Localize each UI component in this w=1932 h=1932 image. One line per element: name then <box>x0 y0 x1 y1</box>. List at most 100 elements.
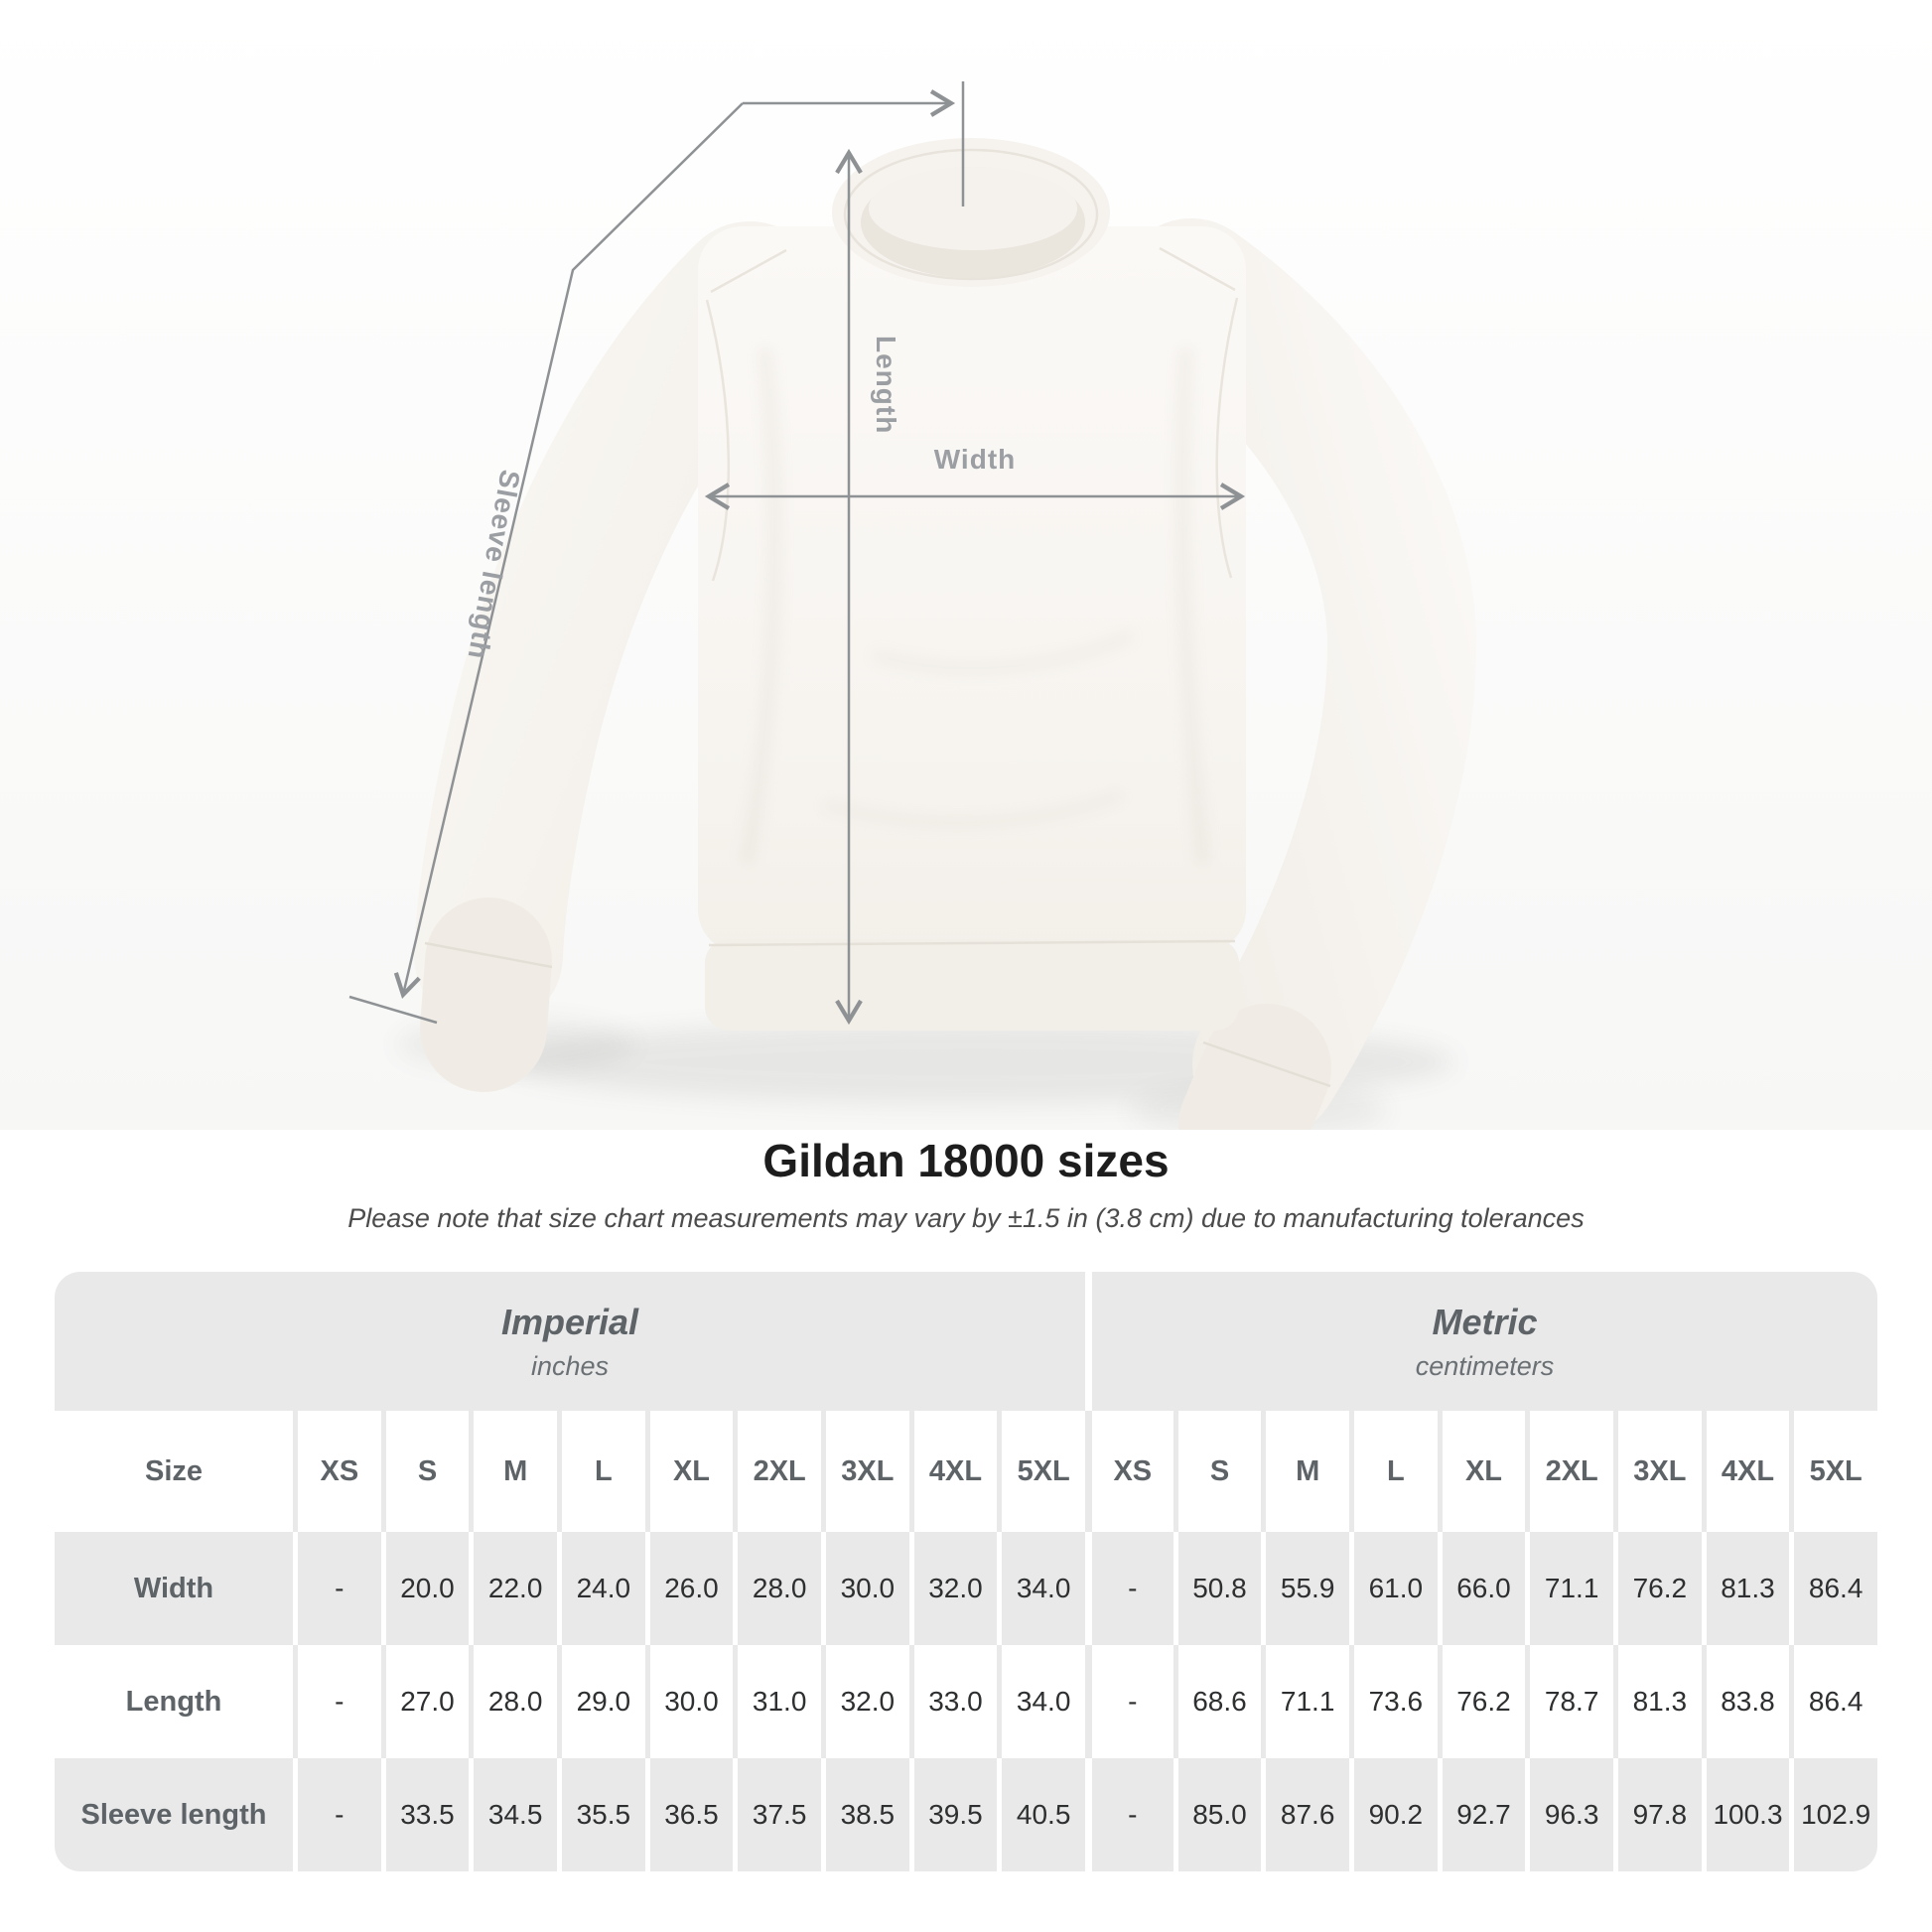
table-cell-metric: 83.8 <box>1701 1645 1790 1758</box>
table-cell-metric: 87.6 <box>1261 1758 1349 1871</box>
table-cell-metric: 81.3 <box>1701 1532 1790 1645</box>
left-sleeve <box>414 221 824 1030</box>
table-row-width: Width -20.0 22.0 24.0 26.0 28.0 30.0 32.0 34.0-5… <box>55 1532 1877 1645</box>
table-cell-imperial: 35.5 <box>556 1758 645 1871</box>
length-label: Length <box>871 336 901 434</box>
column-header-metric-xs: XS <box>1084 1411 1173 1532</box>
table-cell-imperial: 34.0 <box>997 1645 1085 1758</box>
right-cuff <box>1178 1004 1331 1130</box>
table-cell-imperial: 32.0 <box>908 1532 998 1645</box>
column-header-metric-4xl: 4XL <box>1701 1411 1790 1532</box>
width-label: Width <box>934 444 1017 475</box>
table-cell-imperial: 34.0 <box>997 1532 1085 1645</box>
table-cell-metric: 71.1 <box>1261 1645 1349 1758</box>
table-cell-metric: 61.0 <box>1348 1532 1438 1645</box>
table-cell-imperial: 40.5 <box>997 1758 1085 1871</box>
unit-group-label: Imperial <box>500 1301 639 1342</box>
table-cell-metric: 73.6 <box>1348 1645 1438 1758</box>
hem-band <box>705 939 1239 1031</box>
table-cell-imperial: 33.5 <box>380 1758 470 1871</box>
sweatshirt-diagram: Length Width Sleeve length <box>0 0 1932 1130</box>
right-cuff-seam <box>1202 1040 1331 1088</box>
unit-band-row: Imperial inches Metric centimeters <box>55 1272 1877 1411</box>
size-header-row: Size XS S M L XL 2XL 3XL 4XL 5XL XS S M L XL 2XL 3XL 4XL 5… <box>55 1411 1877 1532</box>
table-cell-metric: 50.8 <box>1173 1532 1262 1645</box>
row-label: Width <box>133 1572 214 1604</box>
table-cell-imperial: 38.5 <box>820 1758 909 1871</box>
table-cell-metric: 90.2 <box>1348 1758 1438 1871</box>
column-header-imperial-2xl: 2XL <box>733 1411 821 1532</box>
column-header-imperial-xs: XS <box>293 1411 381 1532</box>
column-header-metric-m: M <box>1261 1411 1349 1532</box>
table-cell-metric: 71.1 <box>1525 1532 1613 1645</box>
column-header-imperial-xl: XL <box>644 1411 734 1532</box>
table-cell-metric: 97.8 <box>1612 1758 1702 1871</box>
table-cell-imperial: 36.5 <box>644 1758 734 1871</box>
table-cell-metric: 86.4 <box>1789 1645 1877 1758</box>
table-cell-imperial: 28.0 <box>733 1532 821 1645</box>
sleeve-end-tick <box>348 995 438 1025</box>
seam-lines <box>705 246 1239 582</box>
column-header-metric-2xl: 2XL <box>1525 1411 1613 1532</box>
table-cell-metric: 78.7 <box>1525 1645 1613 1758</box>
table-cell-metric: - <box>1084 1758 1173 1871</box>
table-cell-imperial: 37.5 <box>733 1758 821 1871</box>
column-header-metric-l: L <box>1348 1411 1438 1532</box>
unit-group-label: Metric <box>1432 1301 1538 1342</box>
column-header-imperial-m: M <box>469 1411 557 1532</box>
row-label: Sleeve length <box>80 1798 267 1831</box>
table-cell-metric: 76.2 <box>1437 1645 1526 1758</box>
collar <box>832 138 1110 287</box>
table-cell-imperial: 39.5 <box>908 1758 998 1871</box>
table-cell-metric: 68.6 <box>1173 1645 1262 1758</box>
size-table: Imperial inches Metric centimeters Size XS S M L… <box>55 1272 1877 1871</box>
column-header-metric-xl: XL <box>1437 1411 1526 1532</box>
right-sleeve <box>1117 218 1477 1130</box>
sweatshirt-illustration: Length Width Sleeve length <box>0 0 1932 1130</box>
table-row-length: Length -27.0 28.0 29.0 30.0 31.0 32.0 33.0 34.0-… <box>55 1645 1877 1758</box>
table-cell-metric: 86.4 <box>1789 1532 1877 1645</box>
table-cell-metric: 92.7 <box>1437 1758 1526 1871</box>
column-header-metric-s: S <box>1173 1411 1262 1532</box>
table-cell-metric: - <box>1084 1645 1173 1758</box>
table-cell-metric: 66.0 <box>1437 1532 1526 1645</box>
table-cell-imperial: - <box>293 1645 381 1758</box>
unit-group-sublabel: centimeters <box>1415 1350 1555 1381</box>
table-cell-imperial: 30.0 <box>644 1645 734 1758</box>
table-cell-imperial: 26.0 <box>644 1532 734 1645</box>
column-header-metric-5xl: 5XL <box>1789 1411 1877 1532</box>
sweatshirt-graphic <box>414 138 1477 1130</box>
table-cell-imperial: 29.0 <box>556 1645 645 1758</box>
table-cell-imperial: 27.0 <box>380 1645 470 1758</box>
table-cell-imperial: 33.0 <box>908 1645 998 1758</box>
table-cell-imperial: 22.0 <box>469 1532 557 1645</box>
size-corner-header: Size <box>144 1454 204 1487</box>
table-cell-metric: - <box>1084 1532 1173 1645</box>
table-cell-metric: 81.3 <box>1612 1645 1702 1758</box>
column-header-imperial-4xl: 4XL <box>908 1411 998 1532</box>
column-header-imperial-5xl: 5XL <box>997 1411 1085 1532</box>
table-cell-metric: 96.3 <box>1525 1758 1613 1871</box>
table-cell-metric: 55.9 <box>1261 1532 1349 1645</box>
table-row-sleeve-length: Sleeve length -33.5 34.5 35.5 36.5 37.5 38.5 39… <box>55 1758 1877 1871</box>
table-cell-imperial: 31.0 <box>733 1645 821 1758</box>
page-title: Gildan 18000 sizes <box>762 1135 1170 1186</box>
column-header-metric-3xl: 3XL <box>1612 1411 1702 1532</box>
body-panel <box>698 226 1246 953</box>
table-cell-imperial: 32.0 <box>820 1645 909 1758</box>
table-cell-imperial: 34.5 <box>469 1758 557 1871</box>
table-cell-imperial: 20.0 <box>380 1532 470 1645</box>
tolerance-note: Please note that size chart measurements… <box>347 1203 1585 1233</box>
sleeve-arrow <box>393 102 744 1000</box>
table-cell-metric: 85.0 <box>1173 1758 1262 1871</box>
column-header-imperial-3xl: 3XL <box>820 1411 909 1532</box>
row-label: Length <box>125 1685 222 1718</box>
unit-group-metric: Metric centimeters <box>1085 1272 1877 1411</box>
table-cell-imperial: 24.0 <box>556 1532 645 1645</box>
table-cell-imperial: - <box>293 1758 381 1871</box>
table-cell-metric: 76.2 <box>1612 1532 1702 1645</box>
hem-seam <box>708 939 1236 947</box>
table-cell-imperial: 28.0 <box>469 1645 557 1758</box>
column-header-imperial-s: S <box>380 1411 470 1532</box>
